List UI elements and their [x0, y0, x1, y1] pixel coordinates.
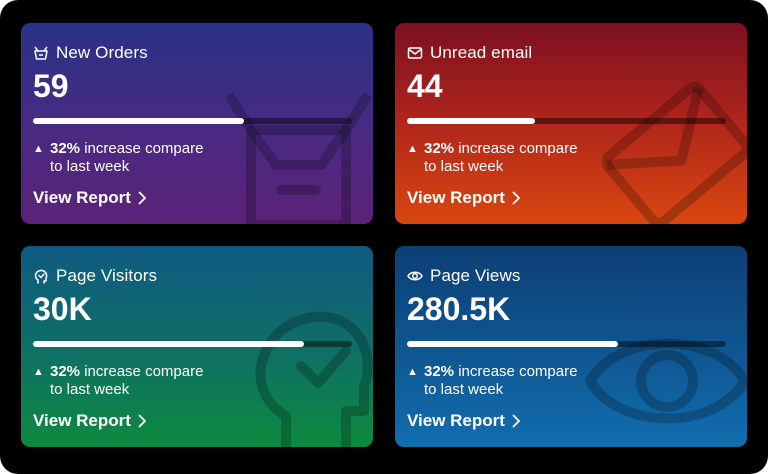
- box-icon: [224, 92, 371, 224]
- view-report-label: View Report: [33, 411, 131, 430]
- change-indicator: ▲ 32% increase compare to last week: [33, 363, 203, 399]
- card-new-orders: New Orders 59 ▲ 32% increase compare to …: [21, 23, 373, 224]
- view-report-link[interactable]: View Report: [33, 411, 146, 431]
- change-text: increase compare: [458, 140, 578, 157]
- change-percent: 32%: [50, 140, 81, 157]
- view-report-label: View Report: [407, 188, 505, 207]
- card-header: Unread email: [407, 43, 532, 63]
- change-percent: 32%: [50, 363, 81, 380]
- card-title: Page Views: [430, 266, 521, 285]
- progress-bar: [407, 341, 726, 347]
- change-indicator: ▲ 32% increase compare to last week: [407, 140, 577, 176]
- card-header: Page Views: [407, 266, 520, 286]
- card-value: 30K: [33, 291, 92, 327]
- progress-fill: [407, 341, 618, 347]
- progress-fill: [33, 118, 244, 124]
- card-value: 44: [407, 68, 443, 104]
- card-value: 59: [33, 68, 69, 104]
- change-text-line2: to last week: [50, 381, 130, 398]
- chevron-right-icon: [138, 191, 146, 205]
- progress-bar: [33, 118, 352, 124]
- change-text: increase compare: [458, 363, 578, 380]
- view-report-label: View Report: [33, 188, 131, 207]
- view-report-link[interactable]: View Report: [33, 188, 146, 208]
- view-report-label: View Report: [407, 411, 505, 430]
- progress-bar: [407, 118, 726, 124]
- change-text-line2: to last week: [424, 381, 504, 398]
- change-indicator: ▲ 32% increase compare to last week: [33, 140, 203, 176]
- chevron-right-icon: [138, 414, 146, 428]
- chevron-right-icon: [512, 414, 520, 428]
- card-unread-email: Unread email 44 ▲ 32% increase compare t…: [395, 23, 747, 224]
- change-text-line2: to last week: [424, 158, 504, 175]
- basket-icon: [34, 46, 48, 60]
- envelope-icon: [601, 82, 747, 224]
- progress-fill: [407, 118, 535, 124]
- view-report-link[interactable]: View Report: [407, 411, 520, 431]
- change-text: increase compare: [84, 363, 204, 380]
- up-arrow-icon: ▲: [407, 143, 418, 155]
- head-check-icon: [34, 269, 48, 284]
- head-check-icon: [255, 311, 373, 447]
- change-text-line2: to last week: [50, 158, 130, 175]
- change-indicator: ▲ 32% increase compare to last week: [407, 363, 577, 399]
- progress-bar: [33, 341, 352, 347]
- change-percent: 32%: [424, 363, 455, 380]
- up-arrow-icon: ▲: [33, 366, 44, 378]
- change-percent: 32%: [424, 140, 455, 157]
- chevron-right-icon: [512, 191, 520, 205]
- card-page-views: Page Views 280.5K ▲ 32% increase compare…: [395, 246, 747, 447]
- up-arrow-icon: ▲: [407, 366, 418, 378]
- card-value: 280.5K: [407, 291, 511, 327]
- card-title: Page Visitors: [56, 266, 158, 285]
- up-arrow-icon: ▲: [33, 143, 44, 155]
- eye-icon: [407, 271, 423, 281]
- card-page-visitors: Page Visitors 30K ▲ 32% increase compare…: [21, 246, 373, 447]
- mail-icon: [407, 47, 423, 59]
- view-report-link[interactable]: View Report: [407, 188, 520, 208]
- progress-fill: [33, 341, 305, 347]
- card-title: Unread email: [430, 43, 533, 62]
- card-header: New Orders: [33, 43, 148, 63]
- card-title: New Orders: [56, 43, 148, 62]
- eye-icon: [585, 338, 747, 424]
- card-header: Page Visitors: [33, 266, 157, 286]
- change-text: increase compare: [84, 140, 204, 157]
